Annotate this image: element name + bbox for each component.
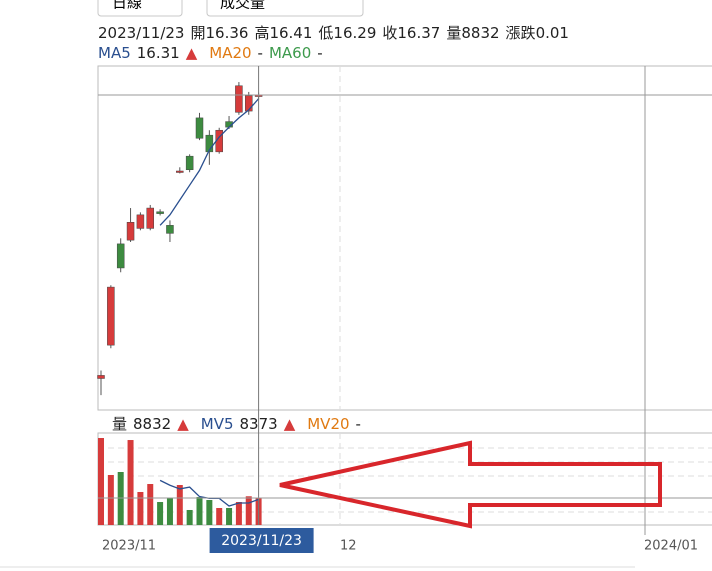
candle-body	[107, 286, 115, 346]
volume-bar	[127, 440, 134, 525]
info-line: 2023/11/23 開16.36 高16.41 低16.29 收16.37 量8832 漲…	[98, 22, 575, 43]
info-label: 量	[446, 24, 462, 42]
legend-name: MA20	[209, 44, 252, 62]
info-label: 低	[318, 24, 334, 42]
candle-body	[166, 225, 174, 234]
interval-text: 日線	[112, 0, 142, 12]
candle-body	[235, 85, 243, 113]
annotation-arrow	[279, 440, 662, 529]
trend: ▲	[283, 414, 296, 433]
legend-name: MV5	[200, 414, 234, 433]
volume-bar	[245, 496, 252, 525]
info-item: 開16.36	[190, 22, 248, 43]
x-axis-label: 2023/11	[102, 539, 156, 554]
candle-body	[146, 207, 154, 229]
candle-body	[136, 214, 145, 229]
date: 2023/11/23	[98, 23, 185, 42]
ma-line	[159, 98, 260, 226]
info-value: 16.41	[269, 24, 313, 42]
legend-name: MA60	[268, 44, 312, 62]
info-value: 0.01	[535, 24, 569, 42]
volume-legend: 量 8832 ▲ MV5 8373 ▲ MV20-	[112, 413, 367, 434]
candle-body	[245, 95, 253, 112]
legend-value: -	[257, 44, 263, 62]
volume-bar	[206, 499, 213, 525]
volume-bar	[226, 508, 233, 525]
info-value: 16.29	[333, 24, 377, 42]
candle-body	[195, 117, 204, 139]
candle-body	[176, 170, 184, 173]
info-item: 高16.41	[254, 22, 312, 43]
volume-bar	[186, 509, 193, 525]
legend-value: 16.31	[136, 44, 180, 62]
interval-dropdown[interactable]	[97, 0, 183, 17]
info-label: 開	[190, 24, 206, 42]
volume-bar	[98, 438, 104, 525]
legend-label: 量	[112, 415, 128, 433]
candle-body	[126, 222, 135, 241]
info-label: 高	[254, 24, 270, 42]
legend-value: -	[317, 44, 323, 62]
candle-body	[116, 243, 125, 269]
x-axis-label: 12	[340, 539, 357, 554]
indicator-dropdown[interactable]	[206, 0, 364, 17]
date-tag	[209, 528, 314, 553]
info-label: 漲跌	[505, 24, 536, 42]
x-axis-label: 2024/01	[644, 539, 698, 554]
info-value: 8832	[461, 24, 500, 42]
volume-bar	[157, 502, 164, 525]
date-tag-text: 2023/11/23	[221, 533, 302, 549]
ma-legend: MA5 16.31 ▲ MA20- MA60-	[98, 44, 329, 62]
info-label: 收	[382, 24, 398, 42]
volume-bar	[216, 508, 223, 525]
volume-bar	[137, 491, 144, 525]
volume-bar	[147, 484, 154, 525]
candle-body	[205, 134, 214, 153]
info-item: 低16.29	[318, 22, 376, 43]
volume-bar	[176, 485, 183, 525]
price-panel	[97, 65, 712, 411]
legend-value: 8832	[133, 414, 172, 433]
legend-value: -	[355, 414, 361, 433]
indicator-text: 成交量	[220, 0, 265, 12]
info-item: 收16.37	[382, 22, 440, 43]
legend-value: 8373	[239, 414, 278, 433]
volume-bar	[196, 497, 203, 525]
volume-bar	[235, 502, 242, 525]
info-value: 16.36	[205, 24, 249, 42]
candle-body	[185, 155, 194, 171]
volume-bar	[107, 474, 114, 525]
info-item: 量8832	[446, 22, 499, 43]
trend: ▲	[177, 414, 189, 433]
legend-name: MV20	[307, 414, 350, 433]
volume-bar	[166, 498, 173, 525]
trend: ▲	[185, 44, 198, 62]
legend-name: MA5	[98, 44, 131, 62]
info-value: 16.37	[397, 24, 441, 42]
info-item: 漲跌0.01	[506, 22, 569, 43]
candle-body	[156, 211, 164, 214]
candle-body	[97, 375, 105, 379]
